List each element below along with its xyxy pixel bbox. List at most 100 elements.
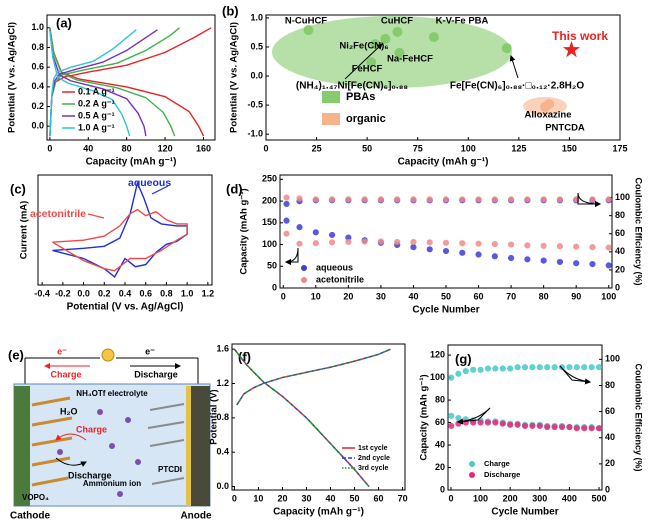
- legend-swatch: [301, 265, 307, 271]
- point: [361, 196, 368, 203]
- y2-tick-label: 40: [615, 246, 625, 256]
- point: [455, 414, 462, 422]
- point-label: FeHCF: [352, 64, 383, 75]
- x-tick-label: 50: [362, 143, 372, 153]
- legend-label: 3rd cycle: [358, 465, 388, 472]
- x-axis-title: Cycle Number: [491, 507, 558, 518]
- y-axis-title: Capacity (mAh g⁻¹): [239, 188, 250, 274]
- point: [491, 241, 498, 248]
- legend-label: aqueous: [316, 262, 353, 272]
- x-axis-title: Potential (V vs. Ag/AgCl): [67, 302, 184, 313]
- x-tick-label: 40: [83, 143, 93, 153]
- point: [377, 238, 385, 245]
- legend-label: 2nd cycle: [358, 455, 390, 462]
- y-axis-title: Capacity (mAh g⁻¹): [419, 374, 430, 460]
- y-tick-label: 120: [430, 349, 445, 359]
- point: [595, 425, 603, 432]
- legend-label: 0.2 A g⁻¹: [78, 98, 115, 108]
- y2-tick-label: 0: [615, 282, 620, 292]
- x-tick-label: 500: [592, 493, 607, 503]
- y-tick-label: 20: [435, 462, 445, 472]
- point: [558, 423, 566, 431]
- y-tick-label: 0.4: [31, 81, 44, 91]
- legend-label: 0.5 A g⁻¹: [78, 110, 115, 120]
- ammonium-ions: [57, 409, 141, 497]
- x-tick-label: 40: [408, 291, 418, 301]
- x-axis-title: Capacity (mAh g⁻¹): [398, 157, 489, 168]
- y2-axis-title: Coulombic Efficiency (%): [634, 363, 644, 471]
- legend-swatch: [322, 113, 340, 125]
- bulb: [101, 348, 115, 362]
- y-tick-label: 80: [435, 394, 445, 404]
- y-tick-label: 60: [435, 417, 445, 427]
- point: [540, 196, 547, 203]
- legend-swatch: [301, 277, 307, 283]
- plot-frame: [447, 344, 603, 491]
- panel-label: (a): [56, 15, 72, 30]
- point: [521, 422, 529, 430]
- point: [605, 244, 612, 251]
- point: [540, 242, 547, 249]
- plot-frame: [46, 14, 216, 141]
- region: [272, 16, 512, 88]
- legend-label: organic: [346, 113, 386, 125]
- x-tick-label: 20: [277, 493, 287, 503]
- legend-label: 1st cycle: [358, 445, 388, 452]
- arrow: [509, 55, 519, 79]
- point: [477, 366, 484, 373]
- point: [524, 242, 531, 249]
- point: [410, 196, 417, 203]
- y-tick-label: 0.8: [216, 412, 229, 422]
- x-tick-label: 70: [398, 493, 408, 503]
- legend-label: 1.0 A g⁻¹: [78, 122, 115, 132]
- point-label: CuHCF: [381, 16, 413, 27]
- point: [426, 239, 433, 246]
- curve-pointer: [87, 213, 105, 219]
- x-tick-label: 0.4: [119, 288, 132, 298]
- point: [536, 422, 543, 430]
- y-axis-title: Potential (V vs. Ag/AgCl): [7, 22, 18, 133]
- point: [499, 420, 506, 427]
- legend-swatch: [469, 461, 475, 467]
- ptcdi-layers: [147, 403, 185, 485]
- x-tick-label: 80: [122, 143, 132, 153]
- anode-label: Anode: [180, 511, 212, 522]
- x-tick-label: 50: [441, 291, 451, 301]
- arrow: [344, 43, 383, 80]
- schematic: (e) e⁻ Charge e⁻ Discharge NH₄OTf electr…: [8, 346, 212, 521]
- point: [589, 196, 596, 203]
- y2-tick-label: 80: [615, 210, 625, 220]
- point: [366, 57, 377, 68]
- x-tick-label: 70: [506, 291, 516, 301]
- x-tick-label: 160: [196, 143, 211, 153]
- plot-frame: [231, 343, 406, 491]
- y-tick-label: 1.6: [216, 344, 229, 354]
- y2-tick-label: 60: [615, 228, 625, 238]
- point: [361, 238, 368, 245]
- legend-swatch: [322, 91, 340, 103]
- discharge-arrow-label: Discharge: [68, 470, 112, 480]
- x-tick-label: 150: [562, 143, 577, 153]
- x-tick-label: 0.8: [160, 288, 173, 298]
- point: [581, 425, 588, 432]
- point: [507, 365, 514, 372]
- arrow: [577, 193, 601, 207]
- point: [394, 238, 401, 246]
- point-label: N-CuHCF: [285, 16, 327, 27]
- point: [536, 364, 543, 371]
- x-tick-label: 400: [562, 493, 577, 503]
- y-tick-label: 200: [262, 195, 277, 205]
- y2-axis-title: Coulombic Efficiency (%): [634, 177, 644, 285]
- legend-label: 0.1 A g⁻¹: [78, 86, 115, 96]
- x-axis-title: Cycle Number: [412, 305, 479, 316]
- curve-label: aqueous: [128, 177, 171, 189]
- y-tick-label: 40: [435, 439, 445, 449]
- point: [448, 412, 455, 419]
- point: [345, 238, 352, 246]
- point: [283, 200, 290, 208]
- y-tick-label: 0: [440, 484, 445, 494]
- point: [477, 419, 484, 426]
- point: [529, 422, 536, 430]
- point: [448, 422, 455, 430]
- curve-pointer: [151, 185, 169, 195]
